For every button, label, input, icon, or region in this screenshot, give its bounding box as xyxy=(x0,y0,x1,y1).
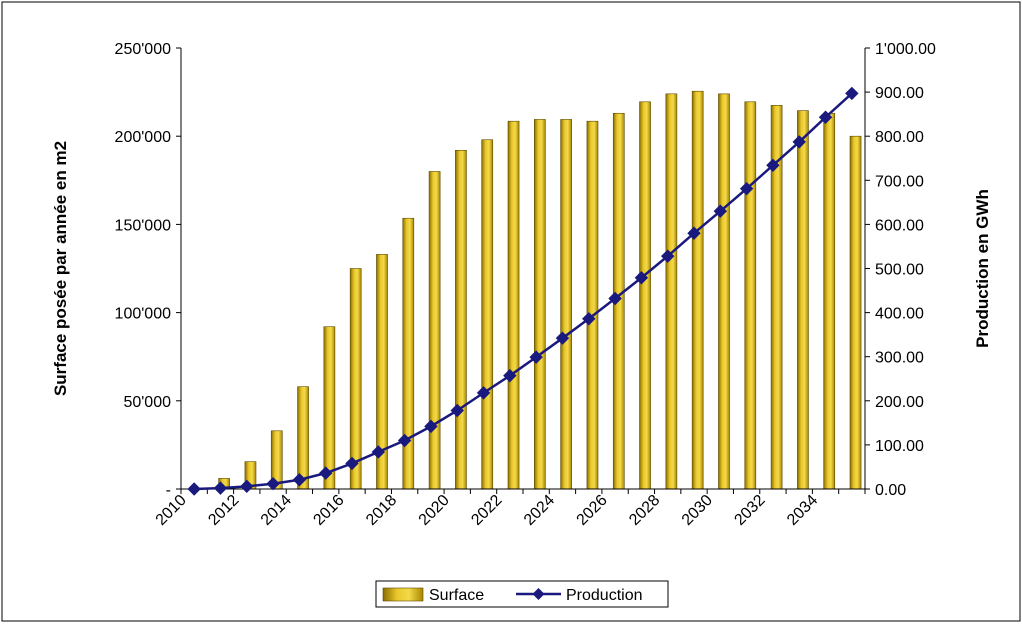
production-point-2013 xyxy=(266,477,280,491)
right-tick-label: 100.00 xyxy=(875,438,924,455)
bar-surface-2035 xyxy=(849,135,862,490)
legend: Surface Production xyxy=(375,580,669,608)
production-point-2031 xyxy=(739,181,754,196)
right-tick-label: 800.00 xyxy=(875,129,924,146)
bar-surface-2027 xyxy=(639,101,651,490)
production-point-2025 xyxy=(582,312,596,326)
left-axis-title: Surface posée par année en m2 xyxy=(51,141,70,396)
legend-swatch-surface xyxy=(382,587,424,602)
bar-surface-2031 xyxy=(744,101,757,490)
bar-surface-2018 xyxy=(402,217,415,490)
legend-swatch-production-marker xyxy=(532,588,545,600)
production-point-2034 xyxy=(818,110,833,124)
production-point-2021 xyxy=(476,386,491,400)
production-point-2019 xyxy=(424,419,438,434)
bar-surface-2034 xyxy=(823,112,836,490)
production-point-2029 xyxy=(687,226,701,240)
production-point-2030 xyxy=(713,204,728,218)
production-point-2020 xyxy=(450,403,464,418)
left-tick-label: 200'000 xyxy=(115,129,172,146)
left-tick-label: 250'000 xyxy=(115,41,172,58)
production-point-2011 xyxy=(213,481,228,495)
right-tick-label: 0.00 xyxy=(875,482,906,499)
bar-surface-2023 xyxy=(534,119,546,490)
bar-surface-2020 xyxy=(455,150,467,490)
left-tick-label: 100'000 xyxy=(115,306,172,323)
bar-surface-2016 xyxy=(349,268,362,490)
production-point-2012 xyxy=(240,479,254,494)
bar-surface-2030 xyxy=(718,93,730,490)
left-tick-label: 150'000 xyxy=(115,217,172,234)
right-tick-label: 200.00 xyxy=(875,394,924,411)
production-point-2010 xyxy=(187,482,201,496)
legend-label-surface: Surface xyxy=(429,587,484,604)
production-point-2032 xyxy=(766,158,780,173)
bar-surface-2015 xyxy=(323,326,336,490)
bar-surface-2025 xyxy=(586,120,599,490)
production-point-2018 xyxy=(397,433,412,448)
right-tick-label: 1'000.00 xyxy=(875,41,936,58)
right-tick-label: 500.00 xyxy=(875,262,924,279)
right-tick-label: 300.00 xyxy=(875,350,924,367)
right-tick-label: 400.00 xyxy=(875,306,924,323)
production-point-2026 xyxy=(608,291,622,306)
legend-label-production: Production xyxy=(566,587,643,604)
right-tick-label: 900.00 xyxy=(875,85,924,102)
bar-surface-2029 xyxy=(691,90,704,490)
left-tick-label: - xyxy=(166,482,171,499)
right-tick-label: 600.00 xyxy=(875,217,924,234)
bar-surface-2021 xyxy=(481,139,494,490)
production-point-2022 xyxy=(503,368,517,383)
right-axis-title: Production en GWh xyxy=(973,189,992,348)
left-tick-label: 50'000 xyxy=(123,394,171,411)
bar-surface-2019 xyxy=(428,171,441,490)
production-point-2015 xyxy=(318,466,333,480)
bar-surface-2033 xyxy=(797,110,809,490)
production-point-2028 xyxy=(660,249,675,263)
production-point-2016 xyxy=(345,456,359,471)
bar-surface-2028 xyxy=(665,93,678,490)
bar-surface-2024 xyxy=(560,119,572,490)
production-point-2023 xyxy=(529,350,543,364)
production-point-2017 xyxy=(371,445,386,459)
production-point-2033 xyxy=(792,135,806,149)
production-point-2024 xyxy=(555,331,570,345)
production-point-2027 xyxy=(634,271,649,285)
production-point-2014 xyxy=(292,473,307,487)
right-tick-label: 700.00 xyxy=(875,173,924,190)
bar-surface-2022 xyxy=(507,120,520,490)
production-point-2035 xyxy=(845,86,859,101)
